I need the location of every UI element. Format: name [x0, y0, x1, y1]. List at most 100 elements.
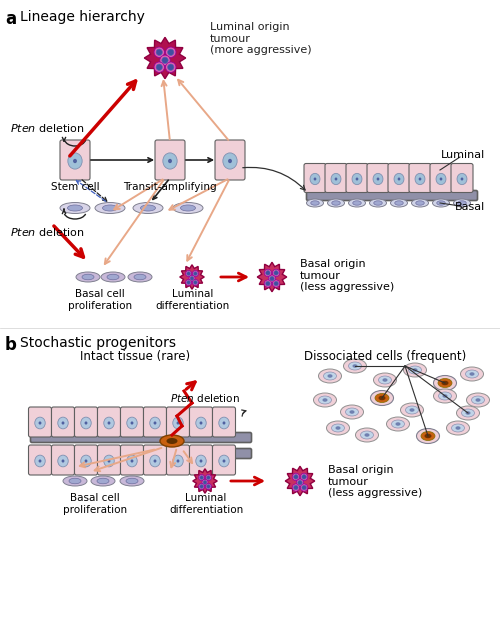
Ellipse shape: [442, 394, 448, 397]
FancyBboxPatch shape: [451, 164, 473, 192]
Ellipse shape: [192, 270, 198, 277]
Ellipse shape: [133, 203, 163, 213]
Ellipse shape: [81, 455, 91, 467]
Ellipse shape: [352, 364, 358, 368]
Ellipse shape: [154, 459, 156, 463]
Text: $\it{Pten}$ deletion: $\it{Pten}$ deletion: [170, 392, 240, 404]
FancyBboxPatch shape: [52, 407, 74, 437]
FancyBboxPatch shape: [144, 407, 167, 437]
Ellipse shape: [458, 201, 466, 205]
Ellipse shape: [189, 275, 195, 281]
Ellipse shape: [62, 459, 64, 463]
Ellipse shape: [314, 393, 336, 407]
Ellipse shape: [434, 389, 456, 403]
Ellipse shape: [206, 484, 210, 488]
Ellipse shape: [35, 455, 45, 467]
Ellipse shape: [270, 277, 274, 281]
FancyBboxPatch shape: [190, 407, 212, 437]
FancyBboxPatch shape: [74, 407, 98, 437]
Ellipse shape: [68, 205, 82, 211]
Ellipse shape: [457, 173, 467, 185]
Ellipse shape: [228, 159, 232, 163]
Ellipse shape: [156, 49, 162, 56]
Polygon shape: [285, 466, 315, 496]
Ellipse shape: [328, 199, 344, 207]
Ellipse shape: [108, 459, 110, 463]
Ellipse shape: [396, 422, 400, 426]
Ellipse shape: [348, 362, 362, 370]
Ellipse shape: [63, 476, 87, 486]
Ellipse shape: [376, 178, 380, 180]
Ellipse shape: [200, 422, 202, 424]
Ellipse shape: [302, 475, 306, 479]
Ellipse shape: [326, 421, 349, 435]
Ellipse shape: [416, 429, 440, 443]
FancyBboxPatch shape: [120, 407, 144, 437]
Ellipse shape: [375, 394, 389, 403]
Ellipse shape: [223, 153, 237, 169]
Ellipse shape: [166, 47, 176, 58]
Ellipse shape: [356, 178, 358, 180]
Ellipse shape: [156, 64, 162, 70]
Ellipse shape: [154, 47, 164, 58]
Ellipse shape: [466, 370, 478, 378]
Ellipse shape: [460, 178, 464, 180]
Text: Luminal origin
tumour
(more aggressive): Luminal origin tumour (more aggressive): [210, 22, 312, 55]
Ellipse shape: [432, 199, 450, 207]
Ellipse shape: [69, 478, 81, 484]
Ellipse shape: [470, 373, 474, 376]
Ellipse shape: [219, 417, 229, 429]
Text: Lineage hierarchy: Lineage hierarchy: [20, 10, 145, 24]
Ellipse shape: [166, 62, 176, 72]
Ellipse shape: [198, 475, 204, 481]
Ellipse shape: [404, 363, 426, 377]
Text: Dissociated cells (frequent): Dissociated cells (frequent): [304, 350, 466, 363]
Ellipse shape: [360, 431, 374, 439]
Ellipse shape: [408, 366, 422, 374]
Ellipse shape: [97, 478, 109, 484]
Ellipse shape: [416, 201, 424, 205]
Ellipse shape: [314, 178, 316, 180]
Ellipse shape: [134, 274, 146, 280]
Ellipse shape: [331, 173, 341, 185]
Ellipse shape: [406, 406, 418, 414]
Ellipse shape: [127, 417, 137, 429]
Ellipse shape: [160, 55, 170, 65]
Text: Stem cell: Stem cell: [50, 182, 100, 192]
Ellipse shape: [332, 424, 344, 432]
FancyBboxPatch shape: [346, 164, 368, 192]
Ellipse shape: [186, 270, 192, 277]
Ellipse shape: [386, 417, 409, 431]
Ellipse shape: [264, 280, 272, 288]
Text: Transit-amplifying: Transit-amplifying: [123, 182, 217, 192]
Text: Basal: Basal: [455, 202, 485, 212]
Ellipse shape: [104, 417, 114, 429]
Ellipse shape: [410, 408, 414, 412]
Ellipse shape: [392, 420, 404, 428]
Ellipse shape: [434, 376, 456, 390]
Text: Basal cell
proliferation: Basal cell proliferation: [68, 289, 132, 311]
Ellipse shape: [198, 483, 204, 489]
Ellipse shape: [466, 393, 489, 407]
Ellipse shape: [38, 422, 42, 424]
Ellipse shape: [374, 373, 396, 387]
Ellipse shape: [292, 473, 300, 481]
Ellipse shape: [206, 475, 212, 481]
Ellipse shape: [202, 479, 208, 486]
Ellipse shape: [203, 481, 207, 484]
Ellipse shape: [81, 417, 91, 429]
Ellipse shape: [456, 406, 479, 420]
Ellipse shape: [462, 409, 474, 417]
Ellipse shape: [296, 479, 304, 486]
FancyBboxPatch shape: [304, 164, 326, 192]
Ellipse shape: [378, 376, 392, 384]
Ellipse shape: [162, 57, 168, 63]
Ellipse shape: [186, 281, 190, 284]
Text: Intact tissue (rare): Intact tissue (rare): [80, 350, 190, 363]
Ellipse shape: [192, 279, 198, 286]
FancyBboxPatch shape: [120, 445, 144, 475]
Ellipse shape: [130, 459, 134, 463]
Ellipse shape: [266, 281, 270, 286]
Ellipse shape: [292, 484, 300, 491]
Ellipse shape: [186, 272, 190, 275]
